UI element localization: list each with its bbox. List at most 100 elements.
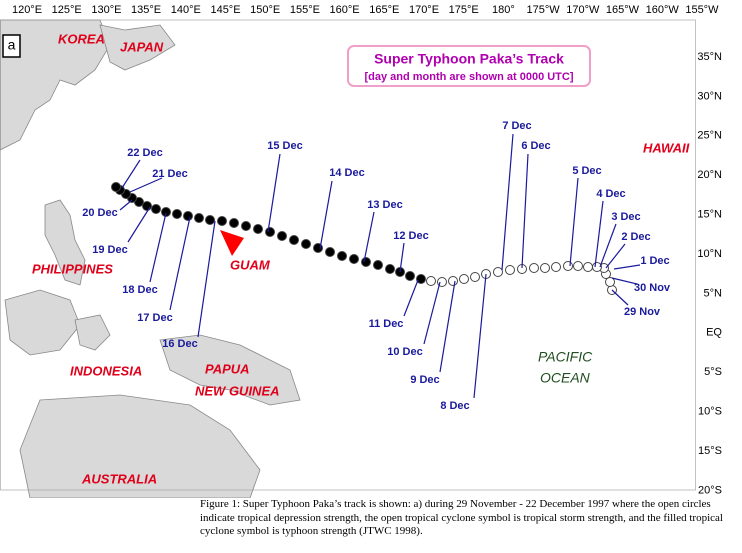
longitude-label: 155°E — [290, 4, 320, 16]
date-leader — [149, 212, 167, 283]
track-point-filled — [111, 182, 121, 192]
track-point-open — [540, 263, 550, 273]
date-label: 9 Dec — [410, 374, 439, 386]
track-point-open — [470, 272, 480, 282]
place-label: PAPUA — [205, 361, 250, 376]
latitude-label: 20°S — [698, 484, 722, 496]
latitude-label: 10°S — [698, 406, 722, 418]
longitude-label: 140°E — [171, 4, 201, 16]
place-labels: KOREA JAPAN HAWAII PHILIPPINES GUAM INDONESIA… — [32, 31, 690, 486]
track-point-filled — [325, 247, 335, 257]
latitude-label: 30°N — [697, 90, 722, 102]
guam-marker — [220, 230, 244, 256]
longitude-label: 180° — [492, 4, 515, 16]
longitude-label: 170°E — [409, 4, 439, 16]
track-point-open — [551, 262, 561, 272]
longitude-label: 145°E — [210, 4, 240, 16]
date-label: 20 Dec — [82, 207, 117, 219]
track-point-open — [505, 265, 515, 275]
ocean-label: OCEAN — [540, 370, 591, 386]
longitude-label: 125°E — [52, 4, 82, 16]
longitude-label: 135°E — [131, 4, 161, 16]
latitude-label: 25°N — [697, 130, 722, 142]
track-point-filled — [161, 207, 171, 217]
date-leader — [611, 289, 629, 306]
longitude-label: 160°W — [646, 4, 680, 16]
land — [0, 19, 301, 499]
place-label: PHILIPPINES — [32, 261, 113, 276]
longitude-label: 165°W — [606, 4, 640, 16]
latitude-label: 15°S — [698, 445, 722, 457]
track-point-filled — [405, 271, 415, 281]
date-label: 19 Dec — [92, 244, 127, 256]
place-label: JAPAN — [120, 39, 164, 54]
date-leader — [363, 211, 375, 263]
longitude-label: 120°E — [12, 4, 42, 16]
date-label: 16 Dec — [162, 338, 197, 350]
track-point-filled — [373, 260, 383, 270]
track-point-filled — [301, 239, 311, 249]
date-label: 15 Dec — [267, 140, 302, 152]
longitude-label: 175°W — [527, 4, 561, 16]
date-label: 22 Dec — [127, 147, 162, 159]
place-label: AUSTRALIA — [81, 471, 157, 486]
date-label: 4 Dec — [596, 188, 625, 200]
track-point-open — [448, 276, 458, 286]
latitude-label: 35°N — [697, 51, 722, 63]
longitude-label: 175°E — [449, 4, 479, 16]
date-leader — [319, 180, 333, 250]
date-leader — [605, 243, 626, 269]
date-label: 11 Dec — [369, 318, 404, 330]
track-point-open — [573, 261, 583, 271]
track-point-filled — [241, 221, 251, 231]
date-leader — [599, 223, 617, 268]
date-label: 12 Dec — [393, 230, 428, 242]
date-leader — [423, 281, 441, 345]
track-point-filled — [277, 231, 287, 241]
date-label: 10 Dec — [387, 346, 422, 358]
date-leader — [613, 264, 641, 270]
track-point-open — [605, 277, 615, 287]
date-leader — [611, 277, 638, 285]
place-label: KOREA — [58, 31, 105, 46]
date-label: 6 Dec — [521, 140, 550, 152]
longitude-label: 150°E — [250, 4, 280, 16]
date-label: 21 Dec — [152, 168, 187, 180]
place-label: GUAM — [230, 257, 271, 272]
caption: Figure 1: Super Typhoon Paka’s track is … — [200, 498, 723, 537]
latitude-label: 15°N — [697, 209, 722, 221]
track-point-filled — [265, 227, 275, 237]
track-point-filled — [172, 209, 182, 219]
longitude-label: 160°E — [330, 4, 360, 16]
track-point-open — [529, 263, 539, 273]
date-leader — [197, 220, 216, 338]
date-leader — [399, 242, 405, 273]
track-point-filled — [183, 211, 193, 221]
track-point-open — [493, 267, 503, 277]
date-label: 5 Dec — [572, 165, 601, 177]
place-label: NEW GUINEA — [195, 383, 280, 398]
date-label: 7 Dec — [502, 120, 531, 132]
date-leader — [521, 153, 529, 269]
date-label: 8 Dec — [440, 400, 469, 412]
longitude-label: 165°E — [369, 4, 399, 16]
date-leader — [594, 200, 604, 268]
date-leader — [267, 153, 281, 233]
longitude-label: 130°E — [91, 4, 121, 16]
map: a Super Typhoon Paka’s Track [day and mo… — [0, 3, 723, 499]
track-point-filled — [229, 218, 239, 228]
date-label: 18 Dec — [122, 284, 157, 296]
panel-box — [2, 34, 21, 58]
date-label: 13 Dec — [367, 199, 402, 211]
track-point-filled — [194, 213, 204, 223]
track-point-filled — [416, 274, 426, 284]
latitude-label: 20°N — [697, 169, 722, 181]
date-label: 1 Dec — [640, 255, 669, 267]
panel-label: a — [8, 37, 16, 53]
date-label: 17 Dec — [137, 312, 172, 324]
date-label: 30 Nov — [634, 282, 671, 294]
date-leader — [127, 206, 151, 243]
track-point-open — [563, 261, 573, 271]
track-point-open — [583, 262, 593, 272]
